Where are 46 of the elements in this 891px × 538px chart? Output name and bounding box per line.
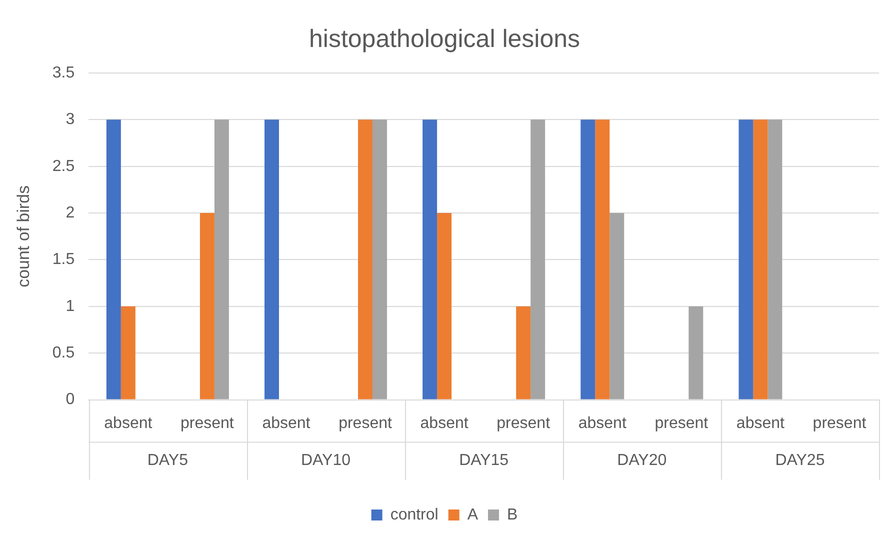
x-tick-label: present — [812, 414, 867, 432]
legend-label: control — [390, 506, 438, 524]
bar — [610, 213, 624, 400]
bar — [753, 120, 768, 400]
text: DAY15 — [459, 452, 509, 470]
bar — [516, 306, 531, 400]
bar — [422, 120, 438, 400]
bar — [580, 120, 596, 400]
x-tick-label: present — [654, 414, 709, 432]
bar — [437, 213, 452, 400]
legend-label: A — [467, 506, 478, 524]
text: DAY10 — [300, 452, 351, 470]
chart-title: histopathological lesions — [308, 24, 580, 53]
y-tick-label: 2.5 — [52, 158, 75, 175]
bar — [200, 213, 214, 400]
bar — [106, 120, 121, 400]
bar — [530, 120, 546, 400]
x-tick-label: present — [496, 414, 551, 432]
x-tick-label: absent — [578, 414, 627, 432]
x-tick-label: present — [180, 414, 234, 432]
x-tick-label: absent — [262, 414, 311, 432]
bar — [768, 120, 782, 400]
y-tick-label: 3.5 — [52, 64, 75, 82]
bar — [738, 120, 754, 400]
y-tick-label: 3 — [66, 111, 75, 128]
text: DAY20 — [617, 452, 667, 470]
bar — [595, 120, 610, 400]
y-axis-title: count of birds — [14, 185, 33, 288]
text: DAY5 — [147, 452, 188, 470]
bar — [264, 120, 279, 400]
x-tick-label: present — [338, 414, 392, 432]
x-tick-label: absent — [104, 414, 153, 432]
bar — [214, 120, 229, 400]
bar — [358, 120, 373, 400]
y-tick-label: 2 — [66, 204, 75, 222]
y-tick-label: 1.5 — [52, 251, 75, 268]
y-tick-label: 0.5 — [52, 344, 75, 362]
text: DAY25 — [775, 452, 825, 470]
x-tick-label: absent — [420, 414, 469, 432]
bar — [688, 306, 704, 400]
bar — [120, 306, 136, 400]
y-tick-label: 1 — [66, 298, 75, 315]
legend-label: B — [507, 506, 518, 524]
x-tick-label: absent — [736, 414, 786, 432]
y-tick-label: 0 — [66, 391, 75, 408]
bar — [372, 120, 388, 400]
